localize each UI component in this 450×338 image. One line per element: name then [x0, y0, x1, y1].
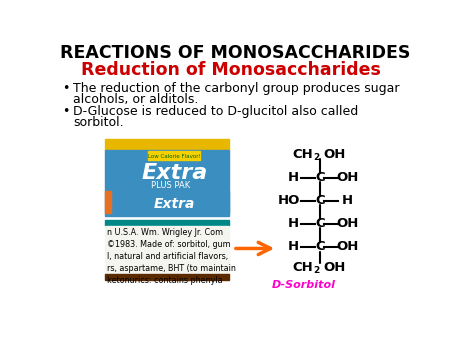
- Bar: [105, 139, 229, 150]
- Bar: [105, 192, 111, 213]
- Text: OH: OH: [337, 217, 359, 230]
- Text: Reduction of Monosaccharides: Reduction of Monosaccharides: [81, 61, 381, 78]
- Text: Low Calorie Flavor!: Low Calorie Flavor!: [148, 153, 200, 159]
- Text: 2: 2: [314, 153, 320, 162]
- Text: C: C: [315, 240, 324, 254]
- Text: alcohols, or alditols.: alcohols, or alditols.: [73, 93, 199, 106]
- Bar: [148, 151, 200, 160]
- Text: C: C: [315, 194, 324, 207]
- Text: CH: CH: [293, 261, 314, 274]
- Text: REACTIONS OF MONOSACCHARIDES: REACTIONS OF MONOSACCHARIDES: [60, 44, 410, 63]
- Text: Extra: Extra: [142, 163, 208, 183]
- Bar: [105, 220, 229, 226]
- Text: PLUS PAK: PLUS PAK: [151, 181, 191, 190]
- Text: OH: OH: [337, 171, 359, 184]
- Bar: [105, 150, 229, 216]
- Text: HO: HO: [278, 194, 300, 207]
- Text: H: H: [288, 217, 299, 230]
- Text: The reduction of the carbonyl group produces sugar: The reduction of the carbonyl group prod…: [73, 82, 400, 95]
- Text: OH: OH: [324, 148, 346, 161]
- Text: H: H: [342, 194, 353, 207]
- Text: •: •: [63, 105, 70, 118]
- Bar: [105, 226, 229, 274]
- Text: sorbitol.: sorbitol.: [73, 116, 124, 129]
- Text: CH: CH: [293, 148, 314, 161]
- Text: n U.S.A. Wm. Wrigley Jr. Com
©1983. Made of: sorbitol, gum
l, natural and artifi: n U.S.A. Wm. Wrigley Jr. Com ©1983. Made…: [108, 228, 236, 285]
- Text: OH: OH: [337, 240, 359, 254]
- Bar: [109, 192, 229, 213]
- Text: D-Glucose is reduced to D-glucitol also called: D-Glucose is reduced to D-glucitol also …: [73, 105, 359, 118]
- Text: OH: OH: [324, 261, 346, 274]
- Text: H: H: [288, 171, 299, 184]
- Text: C: C: [315, 171, 324, 184]
- Text: •: •: [63, 82, 70, 95]
- Text: Extra: Extra: [154, 197, 195, 211]
- Text: C: C: [315, 217, 324, 230]
- Text: H: H: [288, 240, 299, 254]
- Bar: [105, 274, 229, 280]
- Text: 2: 2: [314, 266, 320, 275]
- Text: D-Sorbitol: D-Sorbitol: [272, 280, 336, 290]
